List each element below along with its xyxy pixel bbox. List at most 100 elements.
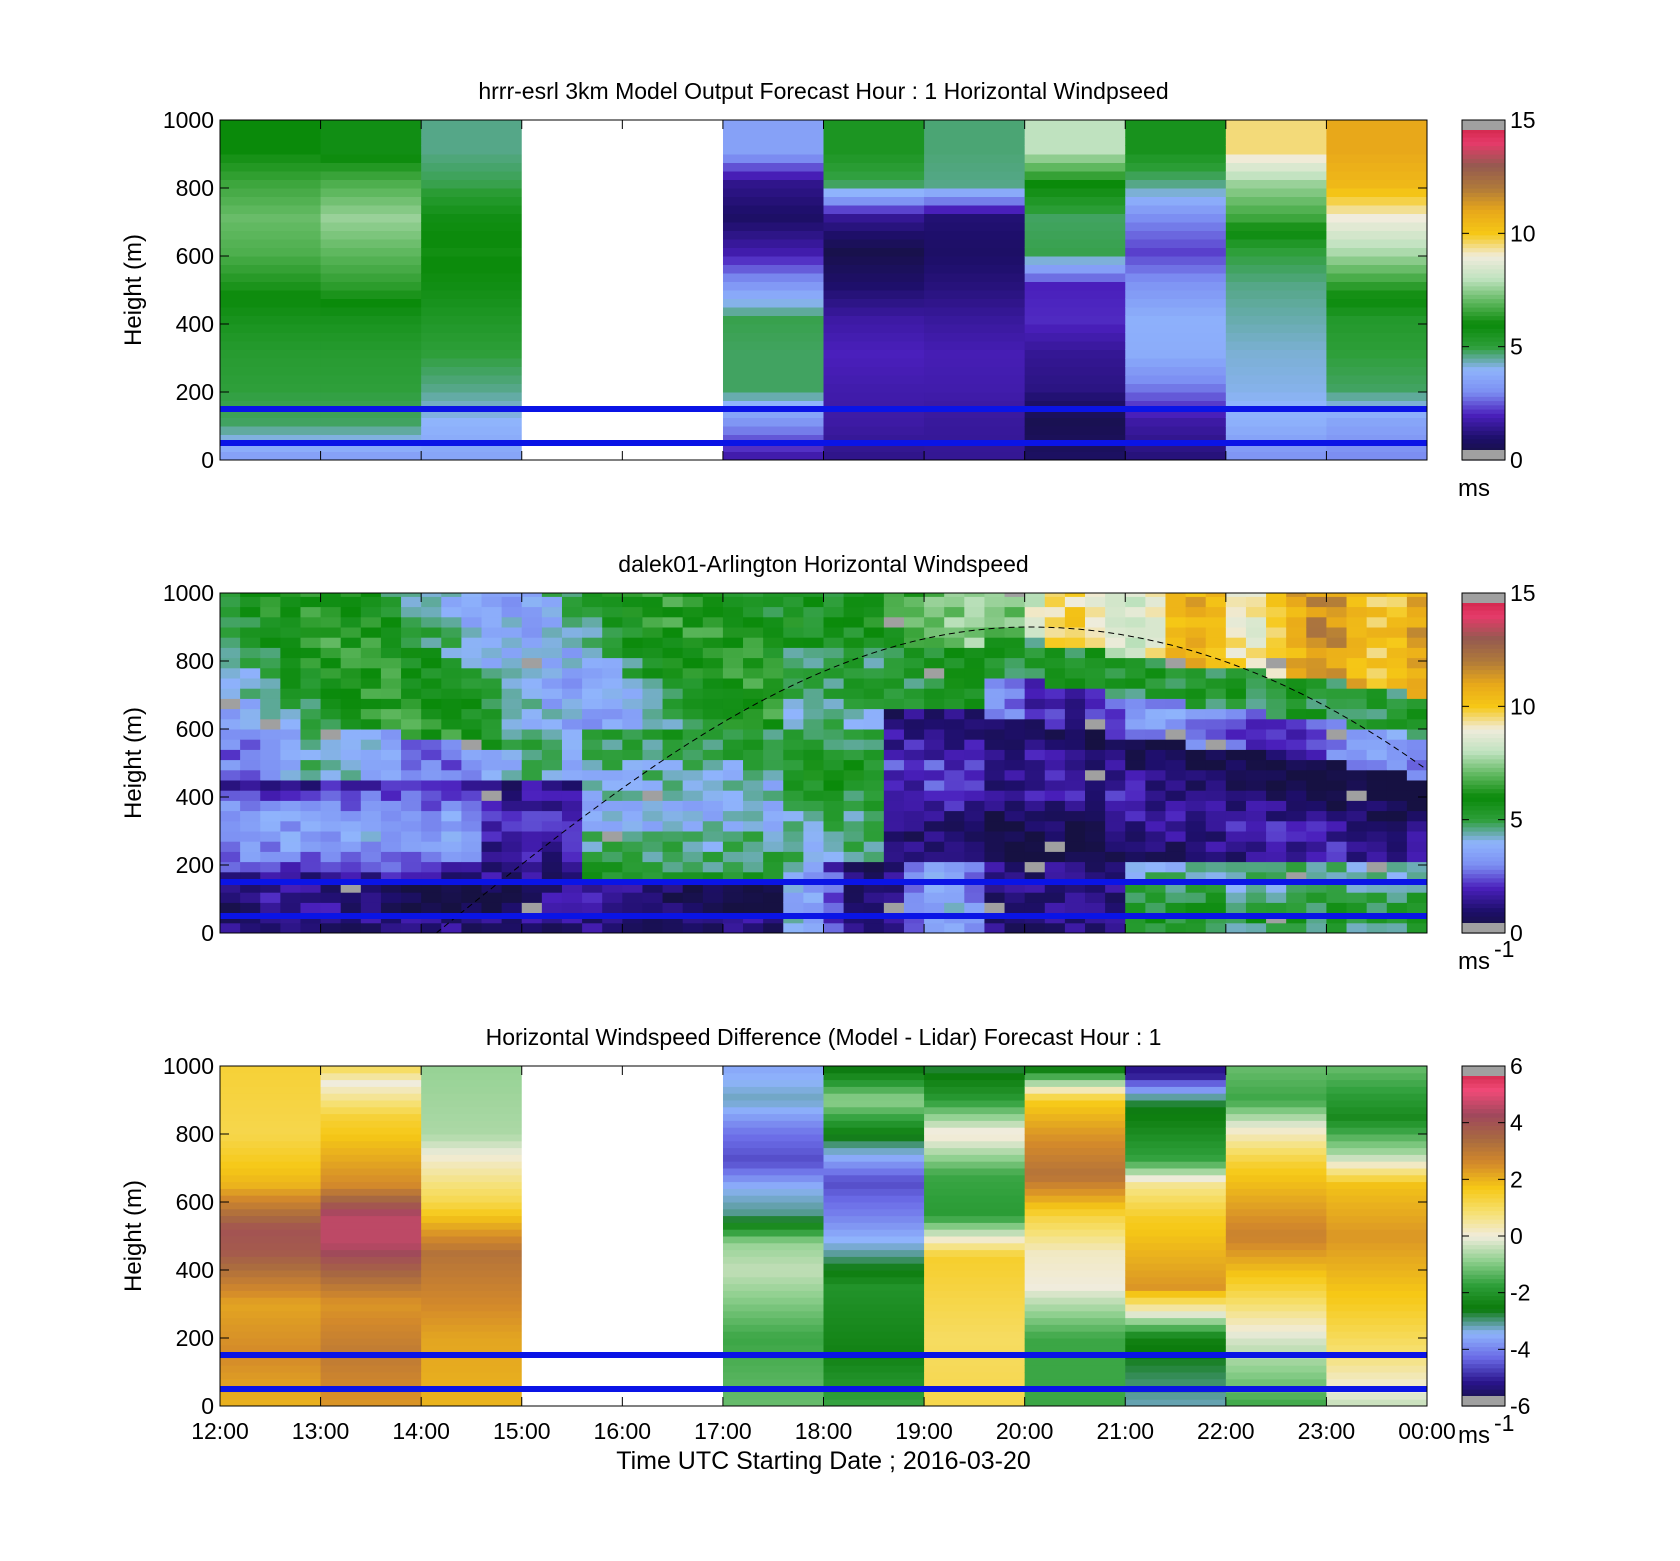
heatmap-cell (843, 922, 865, 934)
heatmap-cell (401, 657, 422, 669)
heatmap-cell (903, 861, 925, 873)
heatmap-cell (1205, 871, 1227, 883)
heatmap-cell (421, 1127, 523, 1135)
heatmap-cell (924, 392, 1026, 401)
colorbar-swatch (1462, 379, 1505, 385)
heatmap-cell (320, 1188, 422, 1196)
heatmap-cell (1085, 627, 1106, 638)
heatmap-cell (883, 861, 905, 873)
heatmap-cell (1306, 616, 1327, 628)
heatmap-cell (1225, 443, 1327, 452)
heatmap-cell (863, 688, 885, 699)
heatmap-cell (823, 451, 925, 461)
heatmap-cell (1145, 810, 1166, 822)
heatmap-cell (280, 708, 301, 720)
heatmap-cell (1024, 1086, 1126, 1094)
heatmap-cell (1286, 800, 1307, 812)
heatmap-cell (642, 749, 664, 761)
heatmap-cell (1004, 593, 1026, 597)
heatmap-cell (240, 647, 261, 659)
heatmap-cell (1024, 769, 1046, 781)
heatmap-cell (1266, 593, 1287, 597)
heatmap-cell (1326, 871, 1348, 883)
heatmap-cell (1225, 1324, 1327, 1332)
heatmap-cell (883, 749, 905, 761)
heatmap-cell (1125, 780, 1146, 791)
heatmap-cell (1125, 1392, 1227, 1400)
heatmap-cell (823, 1188, 925, 1196)
colorbar-swatch (1462, 639, 1505, 645)
heatmap-cell (1346, 627, 1368, 638)
heatmap-cell (823, 205, 925, 214)
heatmap-cell (421, 324, 523, 333)
heatmap-cell (1024, 1222, 1126, 1230)
heatmap-cell (1386, 667, 1408, 679)
heatmap-cell (501, 820, 523, 832)
heatmap-cell (320, 1208, 422, 1217)
heatmap-cell (1326, 1066, 1428, 1074)
colorbar-swatch (1462, 447, 1505, 453)
heatmap-cell (924, 315, 1026, 325)
heatmap-cell (1225, 1263, 1327, 1271)
heatmap-cell (1024, 443, 1126, 452)
heatmap-cell (722, 780, 744, 791)
heatmap-cell (863, 882, 885, 893)
heatmap-cell (1064, 698, 1086, 710)
heatmap-cell (903, 749, 925, 761)
heatmap-cell (1326, 708, 1348, 720)
heatmap-cell (1125, 1372, 1227, 1380)
heatmap-cell (1366, 596, 1388, 608)
heatmap-cell (1105, 657, 1126, 669)
colorbar-swatch (1462, 1359, 1505, 1365)
heatmap-cell (622, 698, 643, 710)
heatmap-cell (1125, 790, 1146, 801)
heatmap-cell (320, 188, 422, 197)
heatmap-cell (582, 759, 603, 771)
heatmap-cell (441, 759, 462, 771)
heatmap-cell (561, 698, 583, 710)
heatmap-cell (1064, 759, 1086, 771)
heatmap-cell (1326, 841, 1348, 852)
heatmap-cell (521, 922, 543, 934)
heatmap-cell (561, 892, 583, 903)
heatmap-cell (823, 841, 845, 852)
heatmap-cell (602, 810, 623, 822)
heatmap-cell (984, 698, 1006, 710)
heatmap-cell (1366, 657, 1388, 669)
heatmap-cell (823, 698, 845, 710)
heatmap-cell (924, 1202, 1026, 1210)
heatmap-cell (642, 718, 664, 730)
heatmap-cell (441, 637, 462, 648)
heatmap-cell (401, 780, 422, 791)
heatmap-cell (722, 1297, 824, 1305)
heatmap-cell (1024, 1358, 1126, 1366)
heatmap-cell (1085, 769, 1106, 781)
heatmap-cell (300, 749, 322, 761)
heatmap-cell (924, 1392, 1026, 1400)
heatmap-cell (1125, 1283, 1227, 1291)
heatmap-cell (320, 1399, 422, 1407)
heatmap-cell (1004, 627, 1026, 638)
heatmap-cell (441, 922, 462, 934)
heatmap-cell (743, 892, 764, 903)
heatmap-cell (260, 593, 281, 597)
heatmap-cell (823, 1290, 925, 1298)
heatmap-cell (662, 708, 684, 720)
heatmap-cell (682, 708, 704, 720)
heatmap-cell (924, 1263, 1026, 1271)
heatmap-cell (662, 678, 684, 689)
heatmap-cell (883, 729, 905, 740)
heatmap-cell (622, 667, 643, 679)
heatmap-cell (380, 729, 402, 740)
heatmap-cell (461, 820, 483, 832)
heatmap-cell (1245, 831, 1267, 842)
heatmap-cell (1326, 179, 1428, 189)
heatmap-cell (722, 1378, 824, 1387)
heatmap-cell (320, 1304, 422, 1312)
heatmap-cell (1105, 739, 1126, 750)
heatmap-cell (320, 1147, 422, 1155)
heatmap-cell (622, 637, 643, 648)
heatmap-cell (924, 1236, 1026, 1244)
heatmap-cell (220, 1270, 322, 1278)
heatmap-cell (662, 780, 684, 791)
